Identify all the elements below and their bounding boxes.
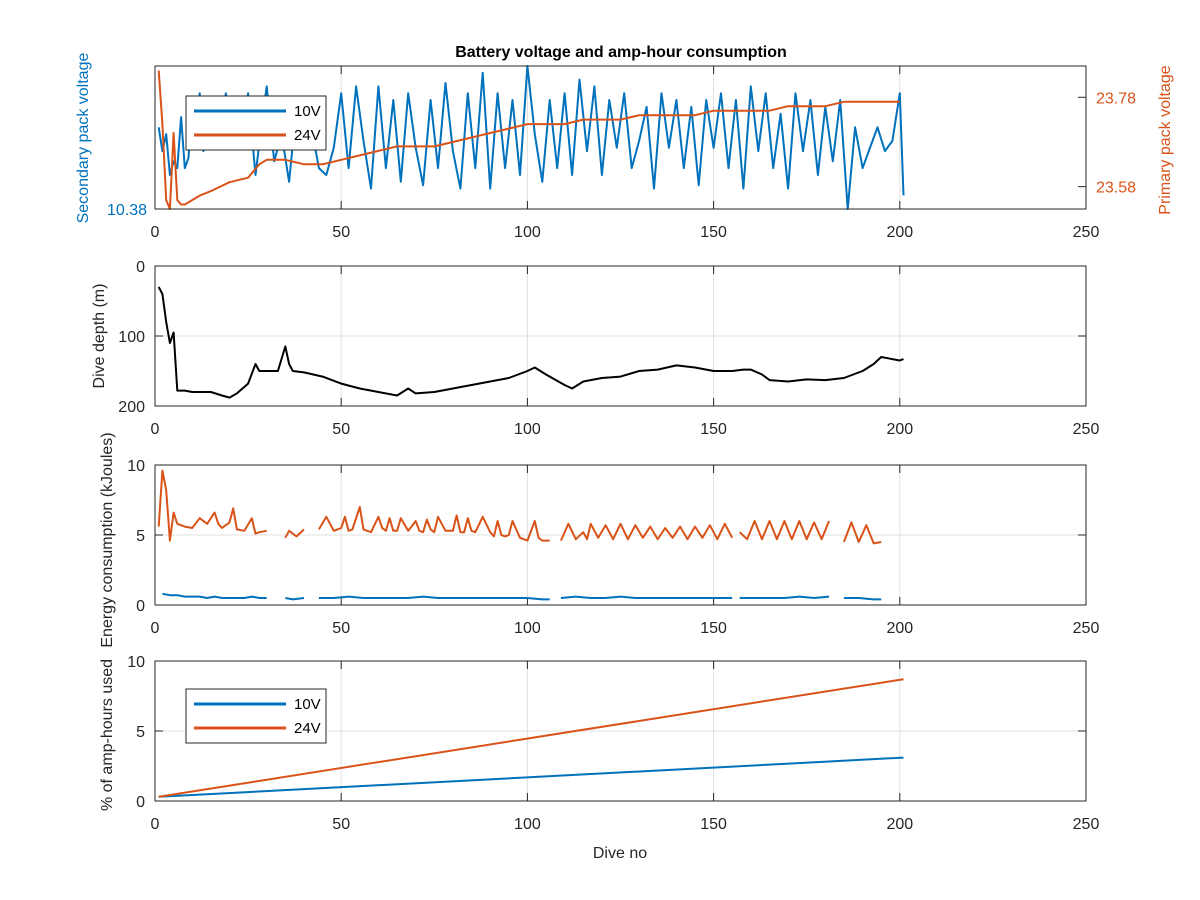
voltage-legend: 10V 24V — [185, 95, 327, 151]
x-tick-label: 0 — [151, 421, 160, 438]
y-tick-label: 0 — [136, 794, 145, 811]
y-left-tick-label: 10.38 — [107, 202, 147, 219]
energy-ylabel: Energy consumption (kJoules) — [99, 432, 116, 647]
series-line-0 — [157, 286, 904, 399]
x-tick-label: 0 — [151, 620, 160, 637]
series-line-1 — [739, 595, 830, 599]
y-tick-label: 10 — [127, 458, 145, 475]
amphours-legend: 10V 24V — [185, 688, 327, 744]
series-line-1 — [843, 597, 882, 601]
x-tick-label: 100 — [514, 224, 541, 241]
amphours-legend-label-10v: 10V — [294, 696, 321, 713]
x-tick-label: 150 — [700, 816, 727, 833]
series-line-0 — [284, 528, 305, 539]
y-tick-label: 0 — [136, 598, 145, 615]
x-tick-label: 250 — [1073, 620, 1100, 637]
amphours-axes-border — [154, 660, 1087, 802]
series-line-0 — [318, 506, 550, 542]
voltage-axes-border — [154, 65, 1087, 210]
x-tick-label: 50 — [332, 620, 350, 637]
series-line-1 — [162, 592, 267, 599]
y-tick-label: 5 — [136, 724, 145, 741]
x-tick-label: 150 — [700, 224, 727, 241]
series-line-24v — [158, 678, 904, 798]
series-line-0 — [842, 521, 882, 545]
energy-ticks: 0 50 100 150 200 250 0 5 10 — [127, 458, 1099, 637]
amphours-xlabel: Dive no — [593, 845, 647, 862]
energy-series — [157, 469, 882, 601]
x-tick-label: 200 — [886, 620, 913, 637]
x-tick-label: 200 — [886, 421, 913, 438]
depth-axes-border — [154, 265, 1087, 407]
energy-panel: 0 50 100 150 200 250 0 5 10 Energy consumption (… — [99, 432, 1099, 647]
voltage-left-ylabel: Secondary pack voltage — [75, 53, 92, 224]
voltage-panel: 0 50 100 150 200 250 10.38 23.58 23.78 Secondary… — [75, 53, 1174, 241]
amphours-series — [158, 678, 904, 798]
series-line-0 — [157, 469, 267, 542]
x-tick-label: 200 — [886, 816, 913, 833]
series-line-10v — [158, 756, 904, 798]
x-tick-label: 250 — [1073, 421, 1100, 438]
x-tick-label: 250 — [1073, 224, 1100, 241]
x-tick-label: 150 — [700, 421, 727, 438]
x-tick-label: 50 — [332, 816, 350, 833]
voltage-legend-label-10v: 10V — [294, 103, 321, 120]
y-right-tick-label: 23.58 — [1096, 180, 1136, 197]
voltage-legend-label-24v: 24V — [294, 127, 321, 144]
energy-axes-border — [154, 464, 1087, 606]
series-line-24v — [157, 70, 900, 210]
depth-series — [157, 286, 904, 399]
x-tick-label: 250 — [1073, 816, 1100, 833]
y-tick-label: 10 — [127, 654, 145, 671]
voltage-legend-box — [185, 95, 327, 151]
x-tick-label: 0 — [151, 224, 160, 241]
amphours-legend-box — [185, 688, 327, 744]
x-tick-label: 100 — [514, 620, 541, 637]
x-tick-label: 100 — [514, 816, 541, 833]
depth-ylabel: Dive depth (m) — [91, 284, 108, 389]
depth-ticks: 0 50 100 150 200 250 0 100 200 — [118, 259, 1099, 438]
series-line-1 — [318, 595, 550, 601]
series-line-0 — [739, 520, 830, 541]
y-tick-label: 5 — [136, 528, 145, 545]
y-tick-label: 0 — [136, 259, 145, 276]
figure-title: Battery voltage and amp-hour consumption — [455, 44, 787, 61]
x-tick-label: 0 — [151, 816, 160, 833]
x-tick-label: 200 — [886, 224, 913, 241]
series-line-0 — [559, 522, 734, 542]
x-tick-label: 50 — [332, 421, 350, 438]
y-right-tick-label: 23.78 — [1096, 90, 1136, 107]
x-tick-label: 50 — [332, 224, 350, 241]
y-tick-label: 200 — [118, 399, 145, 416]
voltage-ticks: 0 50 100 150 200 250 10.38 23.58 23.78 — [107, 66, 1136, 241]
series-line-1 — [285, 597, 305, 601]
y-tick-label: 100 — [118, 329, 145, 346]
depth-panel: 0 50 100 150 200 250 0 100 200 Dive depth (m) — [91, 259, 1099, 438]
x-tick-label: 100 — [514, 421, 541, 438]
amphours-ticks: 0 50 100 150 200 250 0 5 10 — [127, 654, 1099, 833]
series-line-1 — [560, 595, 733, 599]
voltage-right-ylabel: Primary pack voltage — [1157, 65, 1174, 214]
amphours-ylabel: % of amp-hours used — [99, 659, 116, 811]
amphours-legend-label-24v: 24V — [294, 720, 321, 737]
x-tick-label: 150 — [700, 620, 727, 637]
